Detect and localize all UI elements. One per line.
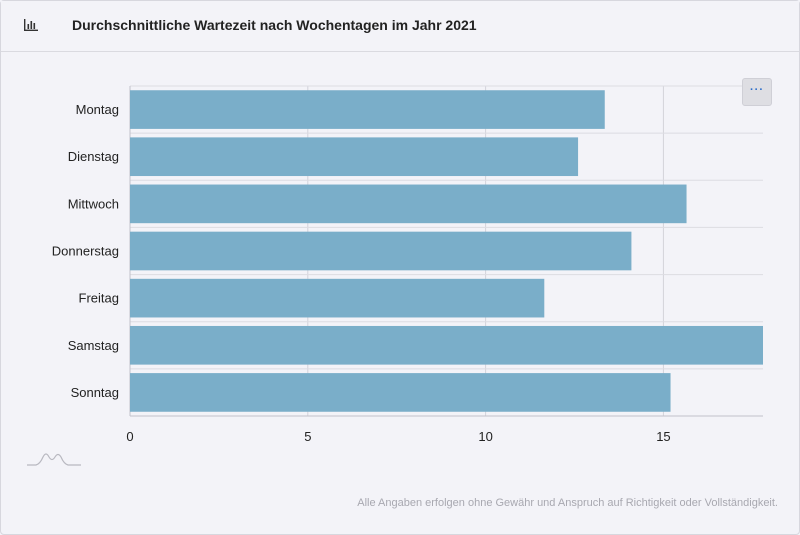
sparkline-logo-icon (27, 453, 81, 466)
y-axis-labels: Montag Dienstag Mittwoch Donnerstag Freitag S… (52, 102, 119, 400)
y-tick-label: Dienstag (68, 149, 119, 164)
x-tick-label: 0 (126, 429, 133, 444)
disclaimer-note: Alle Angaben erfolgen ohne Gewähr und An… (357, 497, 778, 509)
bar-donnerstag[interactable] (130, 231, 632, 271)
chart-menu-button[interactable]: ··· (742, 78, 772, 106)
y-tick-label: Montag (76, 102, 119, 117)
bar-freitag[interactable] (130, 278, 545, 318)
bar-montag[interactable] (130, 90, 605, 129)
bar-chart-icon (24, 19, 38, 31)
bar-mittwoch[interactable] (130, 184, 687, 224)
y-tick-label: Mittwoch (68, 196, 119, 211)
y-tick-label: Freitag (79, 291, 119, 306)
chart-title: Durchschnittliche Wartezeit nach Wochent… (72, 17, 477, 33)
bar-sonntag[interactable] (130, 373, 671, 412)
x-tick-label: 10 (478, 429, 492, 444)
x-tick-label: 15 (656, 429, 670, 444)
bar-dienstag[interactable] (130, 137, 579, 177)
x-axis-labels: 0 5 10 15 (126, 429, 670, 444)
y-tick-label: Samstag (68, 338, 119, 353)
chart-bars (130, 90, 763, 412)
card-header: Durchschnittliche Wartezeit nach Wochent… (1, 1, 799, 52)
bar-samstag[interactable] (130, 325, 763, 365)
y-tick-label: Donnerstag (52, 244, 119, 259)
x-tick-label: 5 (304, 429, 311, 444)
y-tick-label: Sonntag (71, 385, 119, 400)
